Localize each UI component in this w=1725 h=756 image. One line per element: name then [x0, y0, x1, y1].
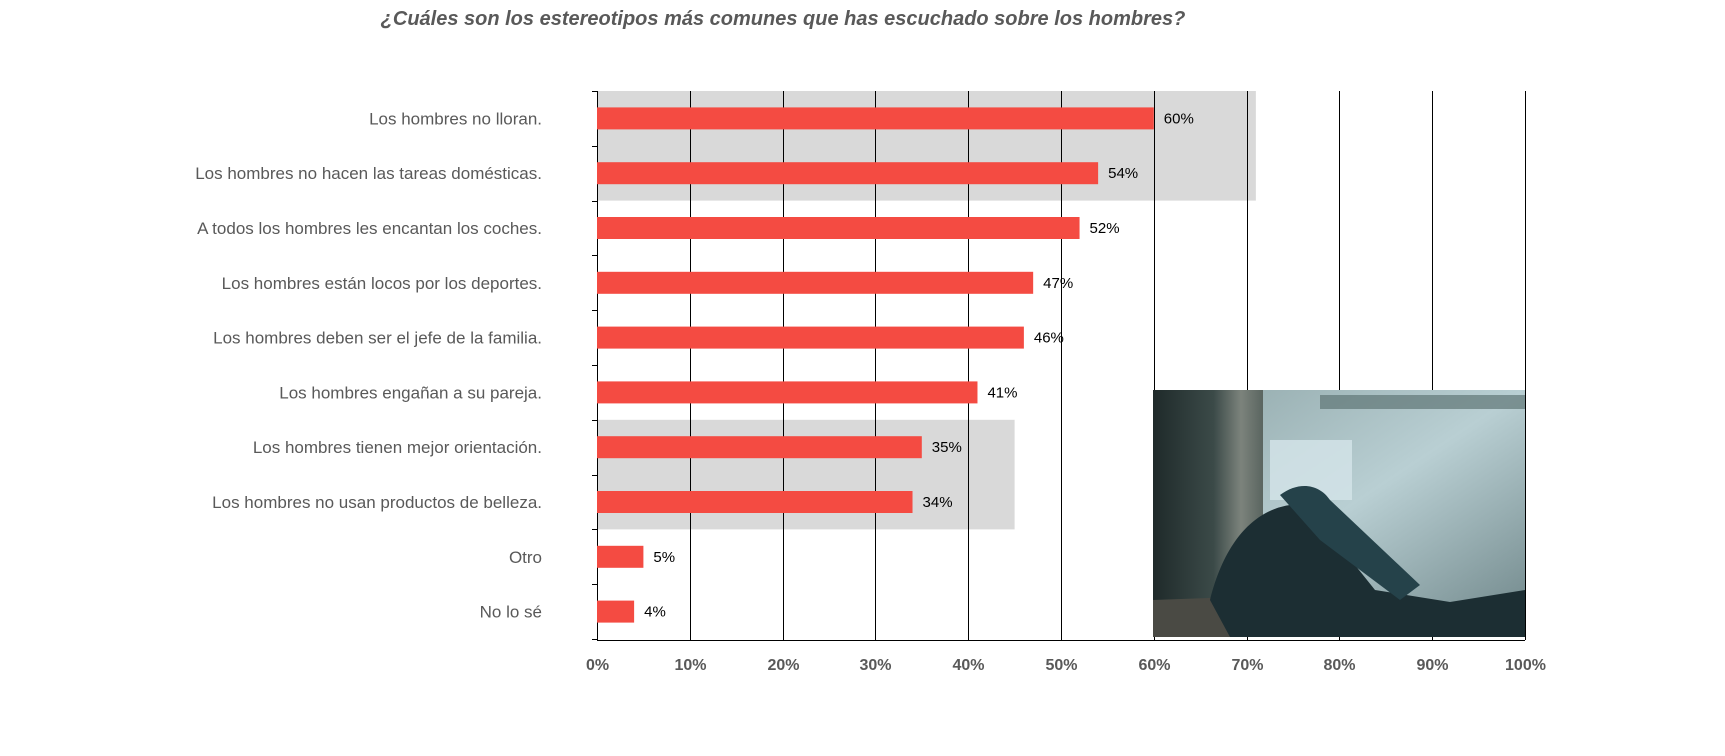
bar [597, 436, 922, 459]
data-label: 41% [987, 384, 1017, 401]
bar [597, 600, 635, 623]
x-tick-label: 70% [1231, 657, 1263, 674]
data-label: 54% [1108, 165, 1138, 182]
photo-person-legs [1210, 504, 1525, 637]
category-label: A todos los hombres les encantan los coc… [197, 219, 542, 238]
data-label: 4% [644, 604, 666, 621]
x-tick-label: 60% [1138, 657, 1170, 674]
category-label: Los hombres engañan a su pareja. [279, 383, 542, 402]
data-label: 5% [653, 549, 675, 566]
data-label: 52% [1090, 220, 1120, 237]
category-label: No lo sé [480, 603, 542, 622]
data-labels-layer: 60% 54% 52% 47% 46% 41% 35% 34% 5% 4% [644, 110, 1194, 620]
data-label: 47% [1043, 275, 1073, 292]
data-label: 35% [932, 439, 962, 456]
category-label: Los hombres no lloran. [369, 109, 542, 128]
category-label: Los hombres deben ser el jefe de la fami… [213, 329, 542, 348]
x-tick-label: 40% [952, 657, 984, 674]
x-tick-label: 90% [1416, 657, 1448, 674]
data-label: 34% [923, 494, 953, 511]
x-tick-label: 80% [1323, 657, 1355, 674]
bar [597, 545, 644, 568]
data-label: 46% [1034, 330, 1064, 347]
x-tick-label: 10% [674, 657, 706, 674]
bar [597, 217, 1080, 239]
x-tick-label: 20% [767, 657, 799, 674]
bar [597, 381, 978, 404]
category-label: Los hombres tienen mejor orientación. [253, 438, 542, 457]
bar [597, 107, 1154, 130]
bars-layer [597, 107, 1154, 623]
x-tick-label: 100% [1505, 657, 1546, 674]
photo-person-knee [1280, 485, 1420, 600]
category-label: Los hombres no usan productos de belleza… [212, 493, 542, 512]
category-labels-layer: Los hombres no lloran. Los hombres no hac… [195, 109, 542, 621]
photo-railing [1320, 395, 1525, 409]
data-label: 60% [1164, 110, 1194, 127]
bar [597, 326, 1024, 349]
x-tick-label: 30% [859, 657, 891, 674]
bar [597, 162, 1099, 185]
bar [597, 271, 1034, 294]
category-label: Los hombres no hacen las tareas doméstic… [195, 164, 542, 183]
category-label: Los hombres están locos por los deportes… [222, 274, 542, 293]
x-tick-label: 50% [1045, 657, 1077, 674]
chart-title: ¿Cuáles son los estereotipos más comunes… [380, 8, 1186, 30]
bar [597, 491, 913, 513]
x-tick-label: 0% [586, 657, 609, 674]
photo-inset [1153, 390, 1525, 637]
category-label: Otro [509, 548, 542, 567]
x-axis-ticks: 0% 10% 20% 30% 40% 50% 60% 70% 80% 90% 100% [586, 657, 1546, 674]
